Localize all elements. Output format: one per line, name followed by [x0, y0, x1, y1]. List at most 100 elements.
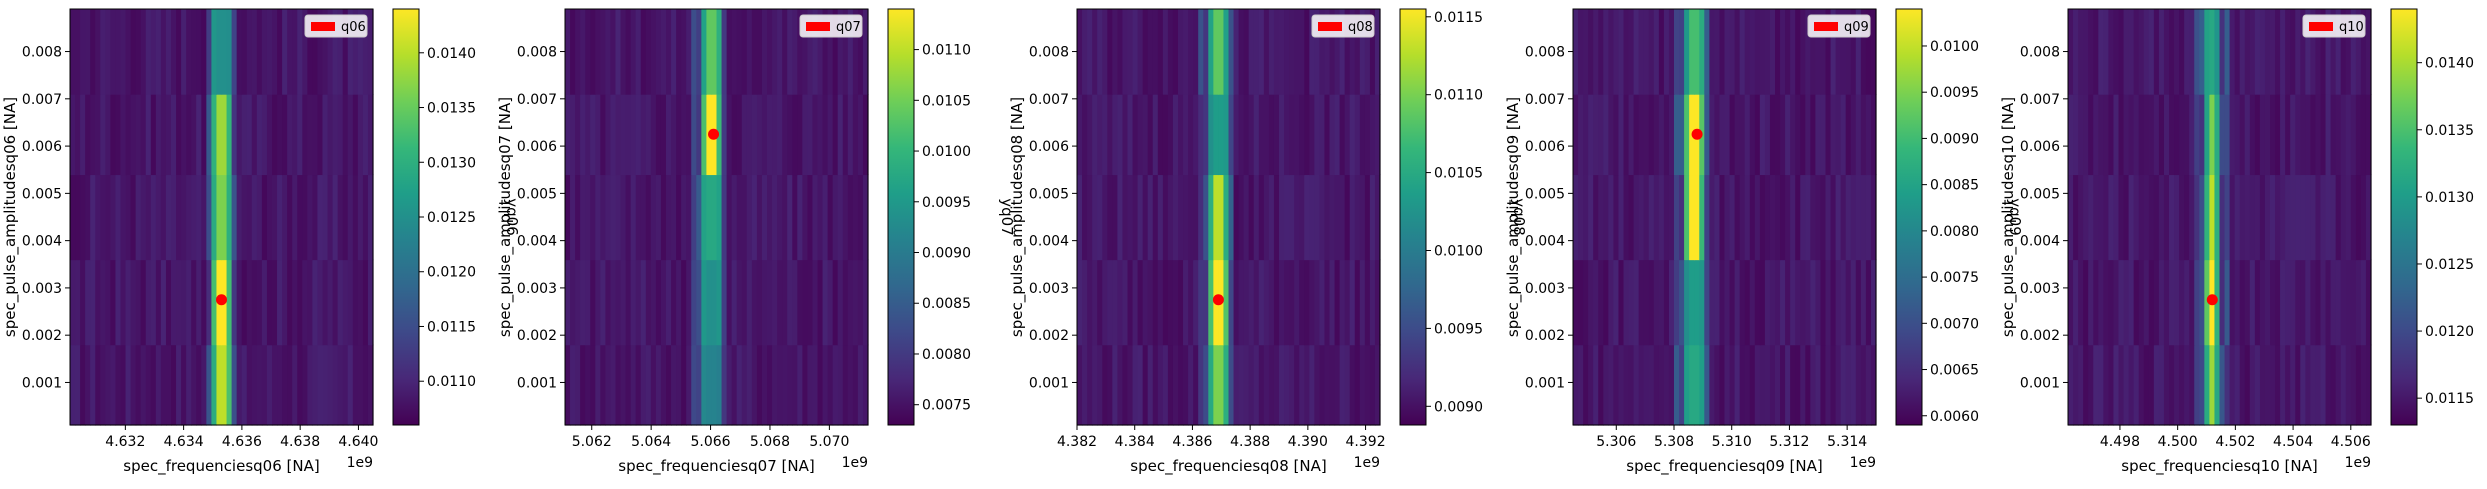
heatmap-cell: [2320, 174, 2327, 261]
heatmap-cell: [1795, 174, 1801, 261]
heatmap-cell: [307, 344, 313, 426]
heatmap-cell: [1684, 174, 1690, 261]
heatmap-cell: [1228, 9, 1235, 95]
heatmap-cell: [2163, 259, 2170, 346]
heatmap-cell: [95, 259, 101, 346]
heatmap-cell: [2148, 9, 2155, 95]
heatmap-cell: [266, 174, 273, 261]
heatmap-cell: [1663, 174, 1670, 261]
heatmap-cell: [282, 9, 288, 95]
heatmap-cell: [1795, 344, 1801, 426]
heatmap-cell: [847, 259, 854, 346]
heatmap-cell: [625, 94, 632, 176]
heatmap-cell: [1319, 9, 1326, 95]
x-tick-label: 4.506: [2331, 434, 2371, 450]
heatmap-cell: [1122, 9, 1129, 95]
heatmap-cell: [130, 174, 137, 261]
colorbar: [2390, 8, 2418, 426]
heatmap-cell: [650, 94, 657, 176]
heatmap-cell: [1790, 94, 1796, 176]
heatmap-cell: [2295, 174, 2301, 261]
heatmap-cell: [772, 174, 778, 261]
heatmap-cell: [2068, 9, 2074, 95]
heatmap-cell: [1800, 9, 1806, 95]
heatmap-cell: [75, 259, 81, 346]
heatmap-cell: [620, 344, 627, 426]
heatmap-cell: [1578, 174, 1584, 261]
y-tick-label: 0.004: [22, 234, 62, 250]
y-tick-label: 0.006: [1525, 139, 1565, 155]
heatmap-cell: [1648, 9, 1655, 95]
heatmap-cell: [832, 174, 839, 261]
heatmap-cell: [2234, 259, 2241, 346]
heatmap-cell: [1203, 174, 1209, 261]
heatmap-cell: [2174, 94, 2180, 176]
heatmap-cell: [666, 259, 672, 346]
heatmap-cell: [1815, 9, 1822, 95]
heatmap-cell: [337, 174, 344, 261]
axes-frame: [1076, 8, 1381, 426]
heatmap-cell: [2300, 94, 2306, 176]
heatmap-cell: [2138, 174, 2145, 261]
heatmap-cell: [1573, 174, 1579, 261]
heatmap-cell: [827, 259, 834, 346]
heatmap-cell: [615, 344, 622, 426]
x-tick-label: 5.064: [631, 434, 671, 450]
heatmap-cell: [1198, 259, 1204, 346]
heatmap-cell: [1374, 344, 1381, 426]
heatmap-cell: [787, 344, 793, 426]
heatmap-cell: [736, 174, 743, 261]
heatmap-cell: [1097, 9, 1103, 95]
heatmap-cell: [1674, 9, 1680, 95]
heatmap-cell: [832, 9, 839, 95]
heatmap-cell: [367, 94, 374, 176]
heatmap-cell: [2123, 94, 2130, 176]
heatmap-cell: [297, 9, 303, 95]
heatmap-cell: [362, 174, 369, 261]
heatmap-cell: [201, 174, 207, 261]
heatmap-cell: [1785, 259, 1791, 346]
heatmap-cell: [625, 174, 632, 261]
heatmap-cell: [1805, 259, 1811, 346]
colorbar-tick-label: 0.0085: [1930, 178, 1979, 194]
heatmap-cell: [337, 9, 344, 95]
heatmap-cell: [2365, 94, 2372, 176]
heatmap-cell: [1263, 94, 1270, 176]
heatmap-cell: [1097, 259, 1103, 346]
heatmap-cell: [1263, 259, 1270, 346]
heatmap-cell: [721, 344, 728, 426]
legend-label: q08: [1348, 20, 1373, 35]
y-tick-label: 0.002: [2020, 328, 2060, 344]
heatmap-cell: [792, 94, 798, 176]
heatmap-cell: [777, 259, 783, 346]
heatmap-cell: [266, 94, 273, 176]
heatmap-cell: [2199, 259, 2205, 346]
heatmap-cell: [1769, 259, 1776, 346]
heatmap-cell: [2259, 344, 2266, 426]
heatmap-cell: [2158, 94, 2165, 176]
heatmap-cell: [1855, 94, 1862, 176]
heatmap-cell: [1077, 9, 1083, 95]
heatmap-cell: [1349, 259, 1356, 346]
heatmap-cell: [2184, 9, 2190, 95]
heatmap-cell: [772, 344, 778, 426]
heatmap-cell: [201, 94, 207, 176]
heatmap-cell: [676, 94, 682, 176]
heatmap-cell: [2118, 344, 2125, 426]
heatmap-cell: [2234, 174, 2241, 261]
heatmap-cell: [1344, 174, 1351, 261]
heatmap-cell: [857, 259, 864, 346]
colorbar-label: yq09: [2006, 198, 2024, 236]
heatmap-cell: [630, 94, 637, 176]
heatmap-cell: [1638, 259, 1645, 346]
heatmap-cell: [2345, 94, 2352, 176]
heatmap-cell: [822, 94, 829, 176]
heatmap-cell: [251, 94, 258, 176]
heatmap-cell: [140, 94, 147, 176]
legend-box: [2302, 14, 2366, 38]
heatmap-cell: [357, 9, 364, 95]
heatmap-cell: [1603, 259, 1609, 346]
heatmap-cell: [1578, 344, 1584, 426]
heatmap-cell: [721, 259, 728, 346]
